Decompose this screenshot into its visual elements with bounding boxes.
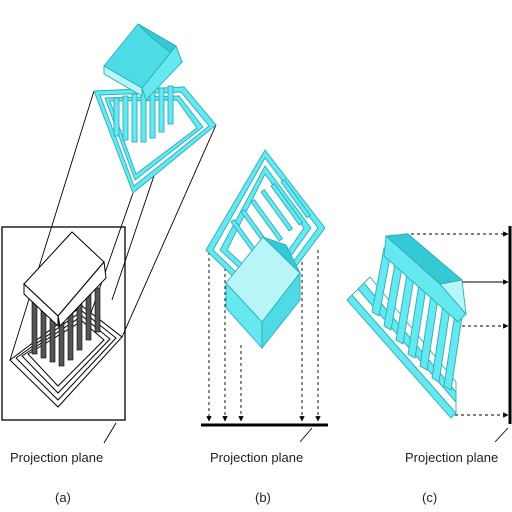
temple-cyan-c: [346, 233, 467, 419]
plane-label-b: Projection plane: [210, 450, 303, 465]
panel-c: Projection plane (c): [346, 226, 512, 505]
panel-a: Projection plane (a): [1, 23, 217, 505]
plane-label-leader-c: [494, 427, 509, 443]
plane-label-c: Projection plane: [405, 450, 498, 465]
projection-plane-a: [1, 226, 126, 421]
temple-cyan-a: [93, 23, 217, 194]
temple-base-b: [205, 149, 326, 309]
caption-c: (c): [422, 490, 437, 505]
projector-lines-c: [405, 231, 509, 418]
caption-a: (a): [55, 490, 71, 505]
caption-b: (b): [255, 490, 271, 505]
panel-b: Projection plane (b): [201, 149, 328, 505]
plane-label-a: Projection plane: [10, 450, 103, 465]
temple-roof-b: [225, 236, 301, 350]
plane-label-leader-a: [103, 422, 117, 444]
plane-label-leader-b: [299, 427, 313, 443]
temple-projection-a: [9, 231, 123, 408]
projector-lines-b: [206, 250, 321, 422]
